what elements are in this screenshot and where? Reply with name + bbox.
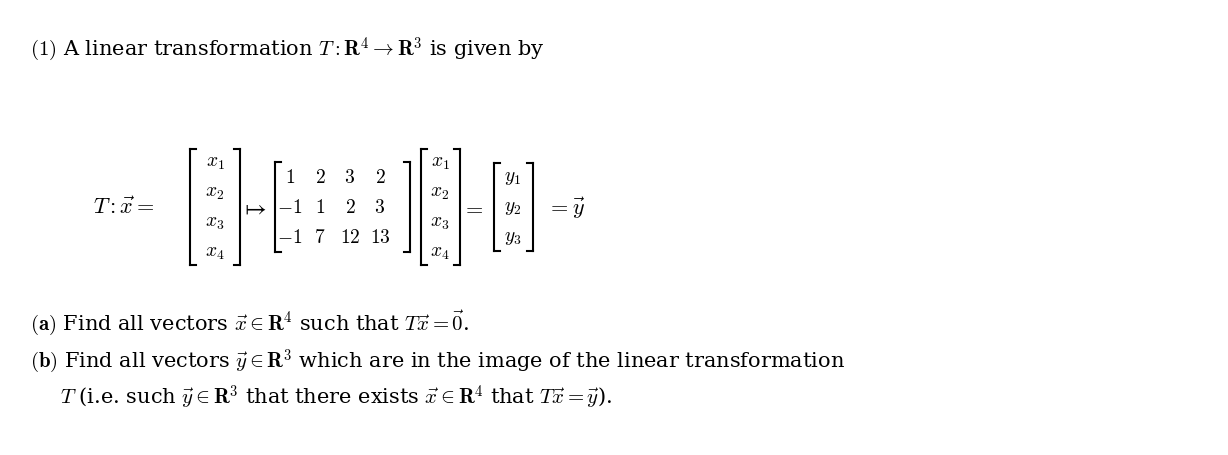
Text: $T : \vec{x} =$: $T : \vec{x} =$ — [93, 197, 155, 218]
Text: $\mathbf{(b)}$ Find all vectors $\vec{y} \in \mathbf{R}^3$ which are in the imag: $\mathbf{(b)}$ Find all vectors $\vec{y}… — [29, 347, 845, 375]
Text: $x_4$: $x_4$ — [205, 243, 225, 262]
Text: $y_1$: $y_1$ — [505, 169, 522, 187]
Text: $13$: $13$ — [370, 228, 391, 247]
Text: $x_3$: $x_3$ — [205, 213, 225, 232]
Text: $3$: $3$ — [375, 198, 386, 217]
Text: $y_2$: $y_2$ — [505, 198, 522, 217]
Text: $x_3$: $x_3$ — [430, 213, 449, 232]
Text: $x_2$: $x_2$ — [205, 184, 225, 202]
Text: $2$: $2$ — [345, 198, 355, 217]
Text: $3$: $3$ — [345, 169, 355, 187]
Text: $y_3$: $y_3$ — [505, 228, 522, 247]
Text: $-1$: $-1$ — [278, 198, 302, 217]
Text: $=$: $=$ — [462, 197, 484, 218]
Text: $7$: $7$ — [314, 228, 325, 247]
Text: $x_1$: $x_1$ — [205, 154, 225, 172]
Text: $= \vec{y}$: $= \vec{y}$ — [546, 195, 586, 220]
Text: $\mapsto$: $\mapsto$ — [239, 196, 266, 219]
Text: $12$: $12$ — [340, 228, 360, 247]
Text: $2$: $2$ — [375, 169, 386, 187]
Text: $-1$: $-1$ — [278, 228, 302, 247]
Text: $\mathbf{(1)}$ A linear transformation $T:\mathbf{R}^4 \to \mathbf{R}^3$ is give: $\mathbf{(1)}$ A linear transformation $… — [29, 36, 545, 64]
Text: $T$ (i.e. such $\vec{y} \in \mathbf{R}^3$ that there exists $\vec{x} \in \mathbf: $T$ (i.e. such $\vec{y} \in \mathbf{R}^3… — [60, 383, 612, 411]
Text: $x_4$: $x_4$ — [430, 243, 449, 262]
Text: $1$: $1$ — [285, 169, 295, 187]
Text: $x_1$: $x_1$ — [431, 154, 449, 172]
Text: $\mathbf{(a)}$ Find all vectors $\vec{x} \in \mathbf{R}^4$ such that $T\vec{x} =: $\mathbf{(a)}$ Find all vectors $\vec{x}… — [29, 307, 469, 336]
Text: $1$: $1$ — [314, 198, 325, 217]
Text: $x_2$: $x_2$ — [431, 184, 449, 202]
Text: $2$: $2$ — [314, 169, 325, 187]
